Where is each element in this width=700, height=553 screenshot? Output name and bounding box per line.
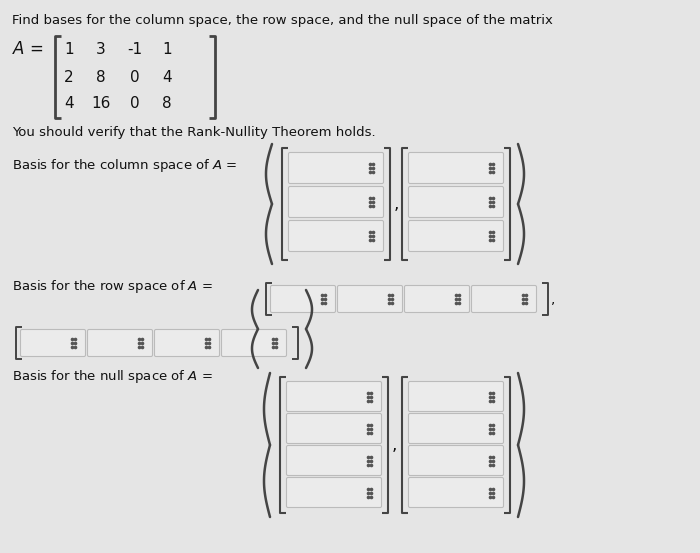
Text: 4: 4: [64, 97, 74, 112]
Text: 1: 1: [162, 43, 172, 58]
FancyBboxPatch shape: [286, 414, 382, 444]
Text: 4: 4: [162, 70, 172, 85]
FancyBboxPatch shape: [288, 221, 384, 252]
Text: ,: ,: [392, 436, 398, 454]
Text: You should verify that the Rank-Nullity Theorem holds.: You should verify that the Rank-Nullity …: [12, 126, 376, 139]
Text: 16: 16: [91, 97, 111, 112]
FancyBboxPatch shape: [288, 153, 384, 184]
Text: ,: ,: [394, 195, 400, 213]
Text: $A$ =: $A$ =: [12, 40, 43, 58]
FancyBboxPatch shape: [221, 330, 286, 357]
Text: -1: -1: [127, 43, 143, 58]
FancyBboxPatch shape: [409, 382, 503, 411]
FancyBboxPatch shape: [155, 330, 220, 357]
FancyBboxPatch shape: [88, 330, 153, 357]
Text: Basis for the column space of $A$ =: Basis for the column space of $A$ =: [12, 157, 237, 174]
FancyBboxPatch shape: [286, 477, 382, 508]
FancyBboxPatch shape: [288, 186, 384, 217]
FancyBboxPatch shape: [409, 477, 503, 508]
FancyBboxPatch shape: [286, 446, 382, 476]
FancyBboxPatch shape: [409, 414, 503, 444]
Text: 0: 0: [130, 97, 140, 112]
FancyBboxPatch shape: [20, 330, 85, 357]
Text: Basis for the row space of $A$ =: Basis for the row space of $A$ =: [12, 278, 213, 295]
FancyBboxPatch shape: [409, 446, 503, 476]
Text: 3: 3: [96, 43, 106, 58]
Text: 8: 8: [162, 97, 172, 112]
Text: 2: 2: [64, 70, 74, 85]
FancyBboxPatch shape: [409, 221, 503, 252]
FancyBboxPatch shape: [337, 285, 402, 312]
Text: Basis for the null space of $A$ =: Basis for the null space of $A$ =: [12, 368, 213, 385]
FancyBboxPatch shape: [409, 153, 503, 184]
FancyBboxPatch shape: [270, 285, 335, 312]
Text: 1: 1: [64, 43, 74, 58]
FancyBboxPatch shape: [405, 285, 470, 312]
Text: ,: ,: [551, 292, 555, 306]
Text: Find bases for the column space, the row space, and the null space of the matrix: Find bases for the column space, the row…: [12, 14, 553, 27]
Text: 8: 8: [96, 70, 106, 85]
FancyBboxPatch shape: [472, 285, 536, 312]
FancyBboxPatch shape: [286, 382, 382, 411]
Text: 0: 0: [130, 70, 140, 85]
FancyBboxPatch shape: [409, 186, 503, 217]
